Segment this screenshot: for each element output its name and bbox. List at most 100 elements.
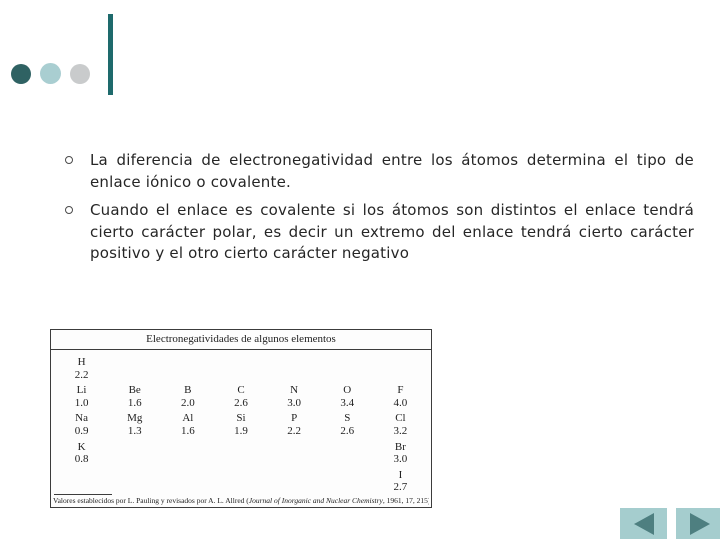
table-row: Na 0.9 Mg 1.3 Al 1.6 Si 1.9 P 2.2 S 2.6 Cl 3.2: [55, 409, 427, 437]
element-cell: [214, 438, 267, 466]
element-value: 3.2: [393, 424, 408, 437]
left-triangle-icon: [633, 512, 654, 535]
element-cell: S 2.6: [321, 409, 374, 437]
electronegativity-table: Electronegatividades de algunos elemento…: [50, 329, 432, 508]
element-symbol: Br: [394, 440, 406, 453]
element-cell: Be 1.6: [108, 381, 161, 409]
element-cell: Li 1.0: [55, 381, 108, 409]
element-cell: [268, 466, 321, 494]
element-cell: Si 1.9: [214, 409, 267, 437]
element-symbol: Na: [75, 412, 88, 425]
element-cell: [268, 438, 321, 466]
table-body: H 2.2 Li 1.0 Be 1.6 B 2.0 C 2.6 N 3.0 O 3.4 F 4.…: [51, 350, 431, 494]
element-symbol: F: [397, 384, 404, 397]
circle-bullet-icon: [65, 206, 73, 214]
element-cell: Br 3.0: [374, 438, 427, 466]
element-cell: K 0.8: [55, 438, 108, 466]
element-cell: Na 0.9: [55, 409, 108, 437]
element-value: 2.7: [393, 481, 408, 494]
element-value: 2.2: [74, 368, 89, 381]
element-symbol: N: [290, 384, 299, 397]
element-symbol: C: [237, 384, 245, 397]
element-symbol: K: [77, 440, 86, 453]
element-cell: N 3.0: [268, 381, 321, 409]
element-symbol: Li: [76, 384, 87, 397]
element-value: 4.0: [393, 396, 408, 409]
element-symbol: B: [184, 384, 192, 397]
element-value: 3.0: [287, 396, 301, 409]
decorative-circle-teal: [40, 63, 61, 84]
footnote-suffix: , 1961, 17, 215).: [382, 496, 429, 505]
element-cell: [321, 466, 374, 494]
element-value: 3.0: [393, 453, 408, 466]
table-row: Li 1.0 Be 1.6 B 2.0 C 2.6 N 3.0 O 3.4 F 4.0: [55, 381, 427, 409]
right-triangle-icon: [689, 512, 710, 535]
element-symbol: O: [343, 384, 352, 397]
element-value: 1.6: [127, 396, 142, 409]
decorative-vertical-bar: [108, 14, 113, 95]
element-cell: [108, 353, 161, 381]
decorative-circle-dark: [11, 64, 31, 84]
element-cell: [161, 353, 214, 381]
footnote-journal: Journal of Inorganic and Nuclear Chemist…: [248, 496, 383, 505]
element-cell: [321, 438, 374, 466]
previous-slide-button[interactable]: [620, 508, 667, 539]
element-value: 2.0: [180, 396, 195, 409]
bullet-item: Cuando el enlace es covalente si los áto…: [64, 200, 694, 265]
element-cell: [374, 353, 427, 381]
element-symbol: S: [344, 412, 351, 425]
element-value: 3.4: [340, 396, 355, 409]
table-row: H 2.2: [55, 353, 427, 381]
element-value: 2.2: [287, 424, 301, 437]
table-footnote-area: Valores establecidos por L. Pauling y re…: [51, 494, 431, 507]
element-value: 2.6: [234, 396, 248, 409]
element-cell: [214, 466, 267, 494]
element-cell: [55, 466, 108, 494]
element-cell: I 2.7: [374, 466, 427, 494]
element-cell: Cl 3.2: [374, 409, 427, 437]
element-cell: [268, 353, 321, 381]
table-row: K 0.8 Br 3.0: [55, 438, 427, 466]
element-cell: [161, 438, 214, 466]
decorative-circle-gray: [70, 64, 90, 84]
next-slide-button[interactable]: [676, 508, 720, 539]
element-value: 1.3: [127, 424, 142, 437]
element-symbol: Be: [128, 384, 141, 397]
element-value: 0.8: [74, 453, 89, 466]
bullet-text: La diferencia de electronegatividad entr…: [90, 151, 694, 191]
slide-body: La diferencia de electronegatividad entr…: [64, 150, 694, 272]
element-symbol: Mg: [127, 412, 143, 425]
element-value: 1.6: [180, 424, 195, 437]
footnote-rule: [54, 494, 112, 495]
element-value: 2.6: [340, 424, 355, 437]
element-cell: [161, 466, 214, 494]
element-cell: Mg 1.3: [108, 409, 161, 437]
element-cell: [108, 438, 161, 466]
bullet-item: La diferencia de electronegatividad entr…: [64, 150, 694, 193]
table-footnote: Valores establecidos por L. Pauling y re…: [53, 496, 429, 505]
circle-bullet-icon: [65, 156, 73, 164]
element-cell: [214, 353, 267, 381]
element-cell: O 3.4: [321, 381, 374, 409]
element-value: 0.9: [74, 424, 89, 437]
element-symbol: Al: [182, 412, 194, 425]
element-cell: C 2.6: [214, 381, 267, 409]
element-symbol: H: [77, 356, 86, 368]
element-symbol: Cl: [395, 412, 406, 425]
element-cell: F 4.0: [374, 381, 427, 409]
table-row: I 2.7: [55, 466, 427, 494]
element-cell: P 2.2: [268, 409, 321, 437]
element-cell: [108, 466, 161, 494]
footnote-prefix: Valores establecidos por L. Pauling y re…: [53, 496, 249, 505]
element-cell: [321, 353, 374, 381]
element-symbol: Si: [236, 412, 246, 425]
element-cell: H 2.2: [55, 353, 108, 381]
element-value: 1.0: [74, 396, 89, 409]
element-cell: B 2.0: [161, 381, 214, 409]
element-symbol: I: [398, 468, 403, 481]
element-cell: Al 1.6: [161, 409, 214, 437]
element-symbol: P: [291, 412, 298, 425]
table-title: Electronegatividades de algunos elemento…: [51, 330, 431, 350]
bullet-text: Cuando el enlace es covalente si los áto…: [90, 201, 694, 262]
element-value: 1.9: [234, 424, 248, 437]
